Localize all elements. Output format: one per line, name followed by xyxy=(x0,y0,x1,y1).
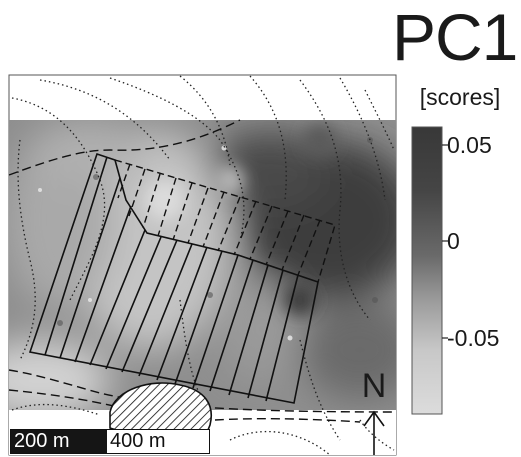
scale-bar: 200 m 400 m xyxy=(10,429,210,454)
scale-bar-segment-light: 400 m xyxy=(107,430,209,453)
colorbar-tick-label: 0 xyxy=(447,228,460,254)
colorbar-tick-label: 0.05 xyxy=(447,132,492,158)
north-label: N xyxy=(361,367,387,405)
colorbar-tick-label: -0.05 xyxy=(447,325,500,351)
contour-lines xyxy=(11,75,395,456)
scale-bar-right-label: 400 m xyxy=(110,430,166,452)
colorbar-units: [scores] xyxy=(419,84,501,110)
colorbar xyxy=(411,126,443,415)
north-arrow-icon xyxy=(363,410,385,455)
colorbar-ticks xyxy=(442,144,448,339)
scale-bar-left-label: 200 m xyxy=(14,430,70,452)
map-title: PC1 xyxy=(392,0,518,74)
road-lines xyxy=(8,119,396,423)
scale-bar-segment-dark: 200 m xyxy=(11,430,107,453)
survey-grid-dashed xyxy=(114,159,336,283)
survey-grid xyxy=(28,152,319,404)
